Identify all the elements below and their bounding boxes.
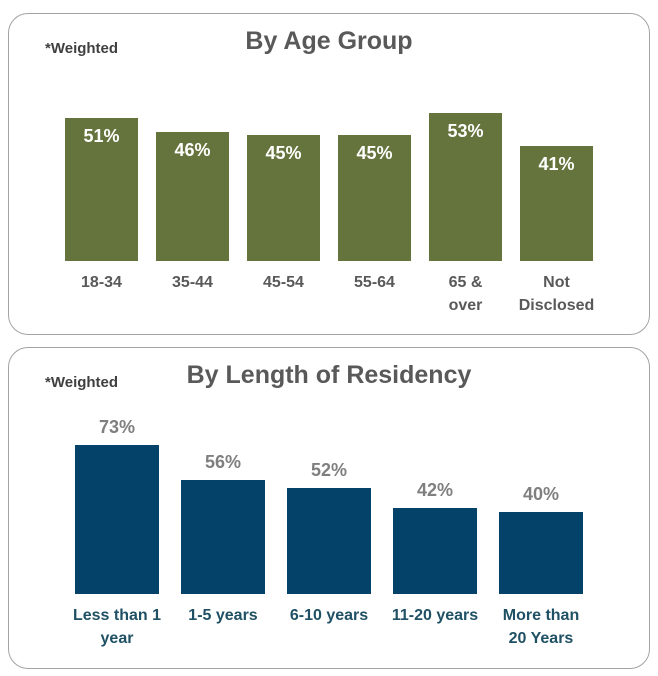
chart-title-length-of-residency: By Length of Residency [186, 361, 472, 389]
bar-column: 42% 11-20 years [382, 480, 488, 650]
bar-value-label: 56% [204, 451, 242, 472]
bar-category-label: 35-44 [172, 274, 213, 291]
bar-column: 53% 65 & over [420, 112, 511, 317]
bar: 46% [156, 132, 229, 261]
bar: 45% [247, 135, 320, 261]
weighted-note: *Weighted [45, 374, 119, 391]
bar-value-label: 46% [174, 140, 211, 161]
bar-column: 40% More than 20 Years [488, 484, 594, 650]
bar: 51% [65, 118, 138, 261]
bar-category-label: 45-54 [263, 274, 304, 291]
bar [287, 487, 371, 594]
bar-category-label: More than 20 Years [502, 607, 580, 647]
bar [181, 479, 265, 594]
chart-title-age-group: By Age Group [245, 27, 413, 55]
bar-category-label: 6-10 years [289, 607, 369, 624]
bar-category-label: 65 & over [448, 274, 483, 314]
bar-value-label: 73% [98, 417, 136, 438]
bar-column: 46% 35-44 [147, 132, 238, 317]
bar-value-label: 40% [522, 484, 560, 505]
bar-column: 56% 1-5 years [170, 452, 276, 650]
bar-value-label: 42% [416, 480, 454, 501]
bar-value-label: 51% [83, 126, 120, 147]
bar [393, 508, 477, 594]
bar-column: 45% 55-64 [329, 135, 420, 317]
bar-column: 51% 18-34 [56, 118, 147, 317]
bar-value-label: 52% [310, 459, 348, 480]
bar-value-label: 53% [447, 120, 484, 141]
length-of-residency-header: *Weighted By Length of Residency [9, 348, 649, 410]
bar-category-label: 1-5 years [188, 607, 258, 624]
bar-category-label: 55-64 [354, 274, 395, 291]
bar-column: 73% Less than 1 year [64, 417, 170, 650]
bar: 45% [338, 135, 411, 261]
bar-category-label: 11-20 years [391, 607, 479, 624]
length-of-residency-plot: 73% Less than 1 year 56% 1-5 years 52% 6-10 y… [9, 410, 649, 650]
bar-value-label: 41% [538, 154, 575, 175]
weighted-note: *Weighted [45, 40, 119, 57]
bar-category-label: 18-34 [81, 274, 122, 291]
bar [499, 512, 583, 594]
bar-column: 45% 45-54 [238, 135, 329, 317]
bar [75, 445, 159, 594]
bar: 41% [520, 146, 593, 261]
age-group-plot: 51% 18-34 46% 35-44 45% 45-54 45% 55-64 53% 65 & … [9, 76, 649, 317]
bar-category-label: Not Disclosed [518, 274, 595, 314]
age-group-panel: *Weighted By Age Group 51% 18-34 46% 35-44 4… [8, 13, 650, 335]
length-of-residency-panel: *Weighted By Length of Residency 73% Less… [8, 347, 650, 669]
bar-column: 52% 6-10 years [276, 460, 382, 650]
bar-column: 41% Not Disclosed [511, 146, 602, 317]
bar-value-label: 45% [356, 143, 393, 163]
bar: 53% [429, 112, 502, 261]
bar-value-label: 45% [265, 143, 302, 163]
bar-category-label: Less than 1 year [72, 607, 162, 647]
age-group-header: *Weighted By Age Group [9, 14, 649, 76]
